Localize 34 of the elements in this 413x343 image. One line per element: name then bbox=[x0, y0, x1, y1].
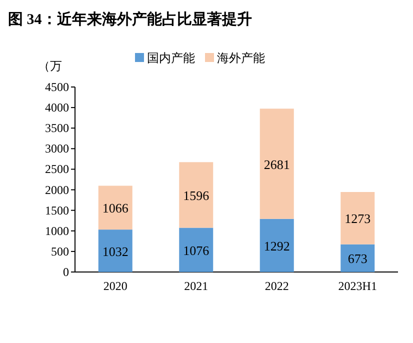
y-tick-label: 2500 bbox=[45, 162, 69, 176]
y-tick-label: 1500 bbox=[45, 203, 69, 218]
y-tick-label: 3000 bbox=[45, 142, 69, 156]
chart-title: 图 34：近年来海外产能占比显著提升 bbox=[8, 11, 252, 28]
data-label: 1273 bbox=[344, 211, 371, 226]
y-tick-label: 3500 bbox=[45, 121, 69, 136]
legend-label: 海外产能 bbox=[217, 51, 265, 65]
data-label: 1076 bbox=[183, 242, 210, 258]
data-label: 1066 bbox=[102, 200, 129, 216]
bar bbox=[98, 230, 132, 272]
y-tick-label: 4500 bbox=[45, 80, 69, 94]
y-tick-label: 500 bbox=[51, 244, 69, 258]
legend-label: 国内产能 bbox=[147, 51, 195, 65]
y-tick-label: 1000 bbox=[45, 224, 69, 238]
x-tick-label: 2022 bbox=[264, 279, 289, 293]
x-tick-label: 2023H1 bbox=[338, 279, 377, 293]
data-label: 1292 bbox=[264, 238, 290, 254]
y-axis-title: （万 bbox=[38, 59, 62, 73]
bar bbox=[179, 228, 214, 272]
y-tick-label: 2000 bbox=[45, 182, 69, 197]
bar bbox=[179, 162, 214, 228]
bar bbox=[260, 218, 294, 272]
data-label: 2681 bbox=[264, 156, 290, 172]
x-tick-label: 2021 bbox=[184, 279, 208, 293]
bar bbox=[340, 244, 375, 272]
data-label: 673 bbox=[348, 251, 368, 266]
bar bbox=[260, 108, 294, 219]
y-tick-label: 0 bbox=[63, 265, 69, 279]
data-label: 1596 bbox=[183, 188, 210, 203]
x-tick-label: 2020 bbox=[103, 279, 128, 293]
y-tick-label: 4000 bbox=[45, 100, 69, 115]
data-label: 1032 bbox=[102, 244, 128, 259]
bar bbox=[98, 186, 132, 230]
bar bbox=[340, 192, 375, 244]
